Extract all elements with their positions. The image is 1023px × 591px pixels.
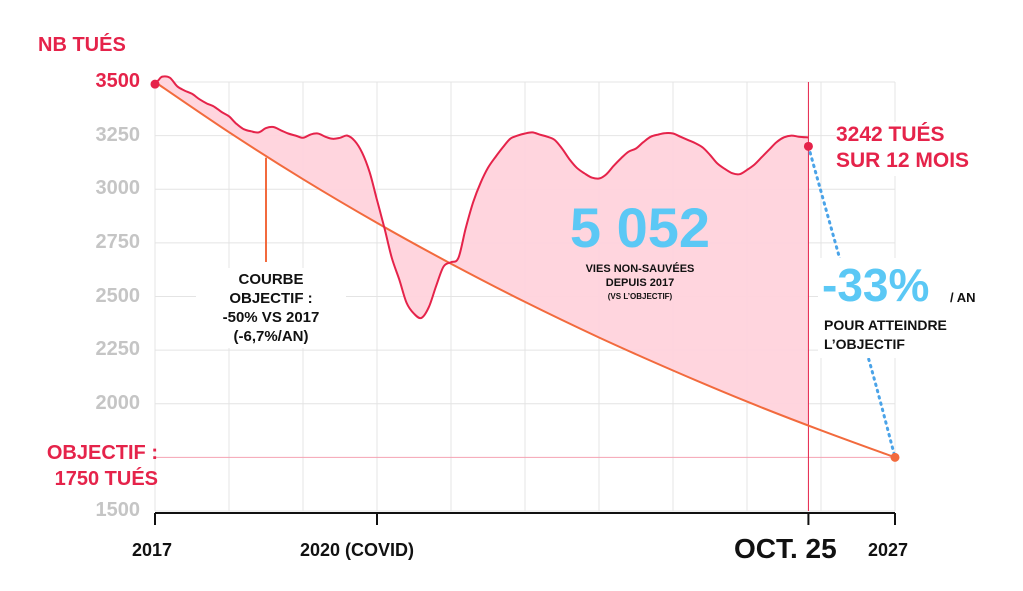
x-tick-label-2017: 2017 bbox=[132, 540, 173, 560]
curve-note-line2: OBJECTIF : bbox=[229, 290, 313, 307]
rate-unit: / AN bbox=[950, 290, 976, 305]
objective-label-line2: 1750 TUÉS bbox=[54, 468, 158, 490]
y-tick-label: 1500 bbox=[95, 499, 141, 521]
current-point bbox=[803, 141, 813, 151]
curve-note-line1: COURBE bbox=[238, 271, 304, 288]
big-number-caption-line2: DEPUIS 2017 bbox=[605, 277, 675, 289]
y-tick-label: 3000 bbox=[95, 177, 141, 200]
rate-caption-line2: L’OBJECTIF bbox=[824, 336, 905, 352]
current-value-label: 3242 TUÉS SUR 12 MOIS bbox=[836, 122, 976, 176]
x-tick-label-oct25: OCT. 25 bbox=[734, 533, 837, 564]
y-tick-label: 3250 bbox=[95, 123, 141, 146]
rate-caption: POUR ATTEINDRE L’OBJECTIF bbox=[824, 316, 947, 354]
y-axis-title: NB TUÉS bbox=[38, 34, 126, 56]
big-number-caption-line3: (VS L’OBJECTIF) bbox=[607, 292, 673, 301]
big-number-caption: VIES NON-SAUVÉES DEPUIS 2017 (VS L’OBJEC… bbox=[520, 262, 760, 304]
gap-area bbox=[155, 76, 809, 426]
objective-curve-line bbox=[154, 81, 896, 459]
start-point bbox=[150, 79, 160, 89]
x-tick-label-2027: 2027 bbox=[868, 540, 909, 560]
key-points bbox=[150, 79, 900, 462]
rate-value: -33% bbox=[822, 259, 930, 311]
objective-curve-note: COURBE OBJECTIF : -50% VS 2017 (-6,7%/AN… bbox=[196, 268, 346, 348]
objective-label-line1: OBJECTIF : bbox=[46, 442, 158, 464]
curve-note-line3: -50% VS 2017 bbox=[222, 309, 320, 326]
y-tick-label: 2250 bbox=[95, 338, 141, 361]
y-tick-label: 3500 bbox=[95, 70, 141, 92]
y-tick-label: 2000 bbox=[95, 391, 141, 414]
rate-caption-line1: POUR ATTEINDRE bbox=[824, 317, 947, 333]
current-value-line2: SUR 12 MOIS bbox=[836, 149, 970, 172]
gap-area-fill bbox=[155, 76, 809, 426]
x-tick-label-2020: 2020 (COVID) bbox=[300, 540, 415, 560]
y-tick-label: 2500 bbox=[95, 284, 141, 307]
current-value-line1: 3242 TUÉS bbox=[836, 123, 945, 146]
objective-label: OBJECTIF : 1750 TUÉS bbox=[8, 440, 158, 492]
big-number: 5 052 bbox=[569, 196, 711, 259]
curve-note-line4: (-6,7%/AN) bbox=[233, 328, 309, 345]
big-number-caption-line1: VIES NON-SAUVÉES bbox=[585, 263, 695, 275]
axes bbox=[154, 512, 896, 525]
y-tick-label: 2750 bbox=[95, 230, 141, 253]
objective-point bbox=[890, 452, 900, 462]
rate-annotation-box: -33% / AN POUR ATTEINDRE L’OBJECTIF bbox=[818, 258, 978, 358]
actual-deaths-line bbox=[154, 75, 809, 320]
